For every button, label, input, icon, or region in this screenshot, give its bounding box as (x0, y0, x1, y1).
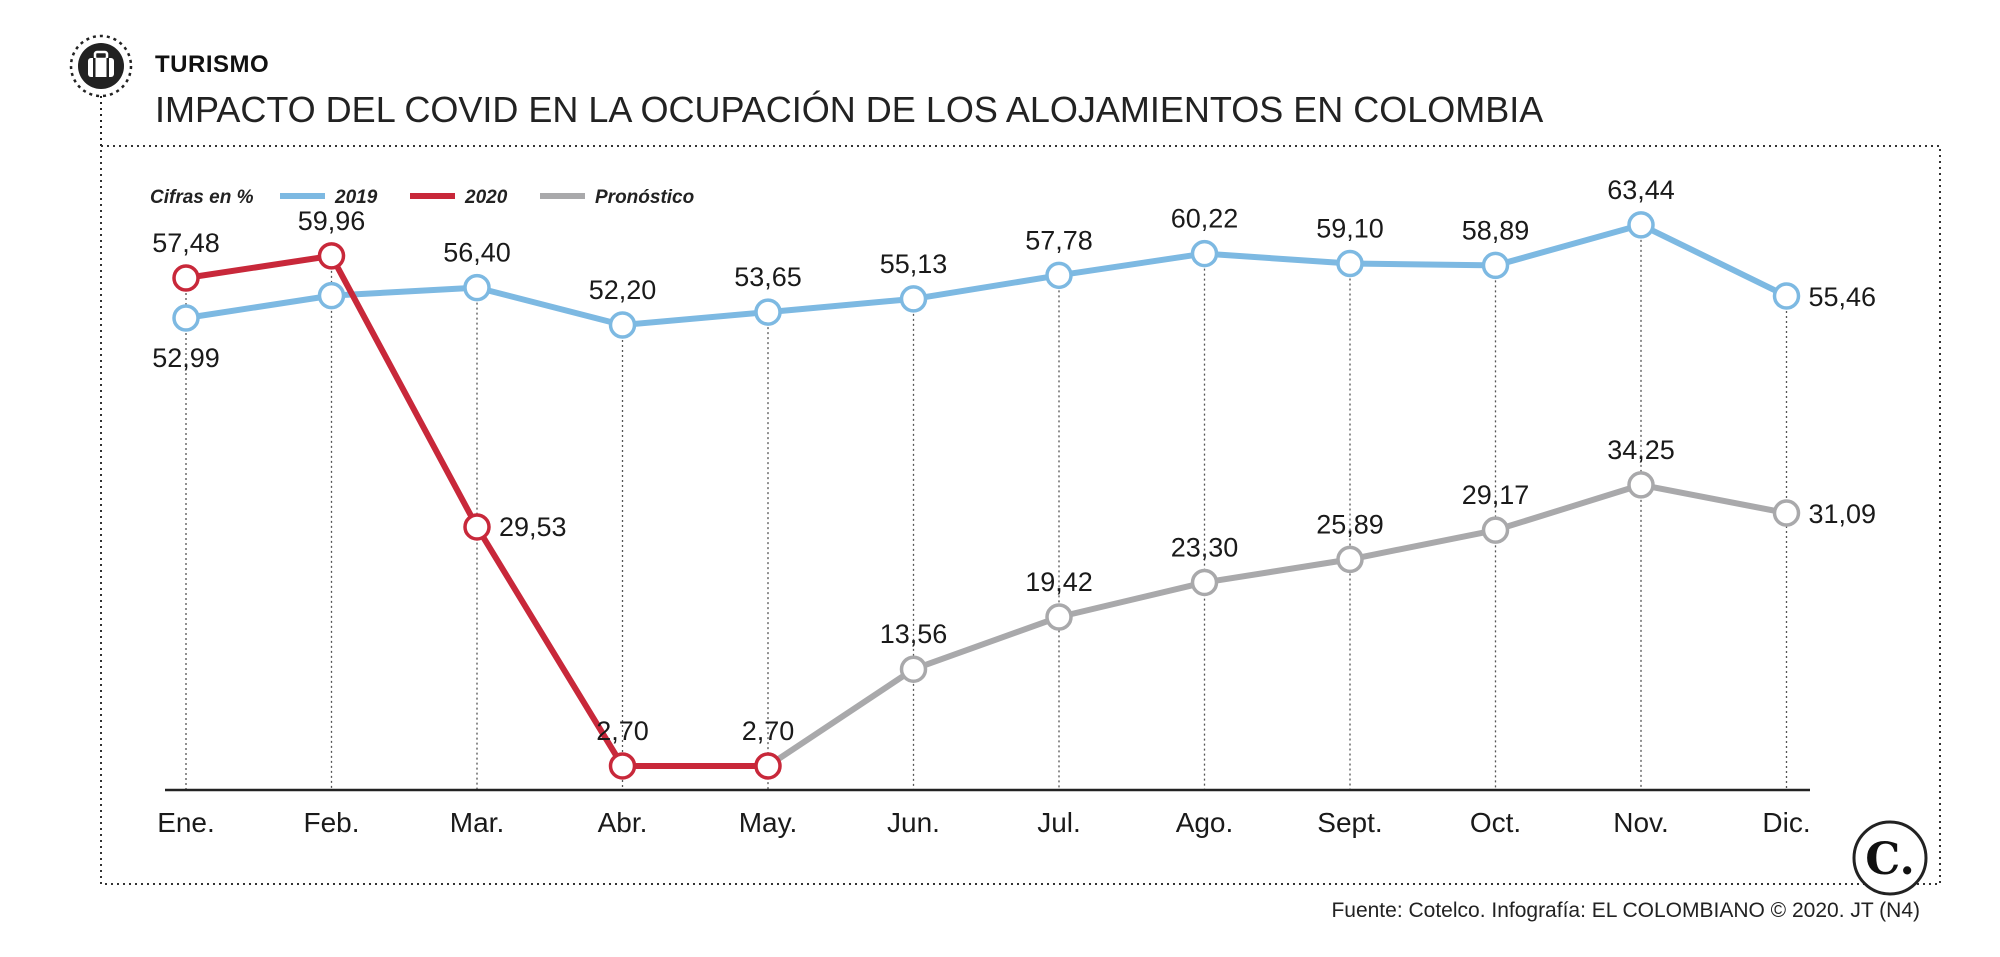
data-label-2019: 52,20 (589, 275, 657, 305)
series-points (172, 211, 1801, 780)
series-lines (185, 221, 1788, 769)
kicker: TURISMO (155, 51, 269, 78)
data-label-pronostico: 13,56 (880, 619, 948, 649)
data-labels: 52,99 56,40 52,20 53,65 55,13 57,78 60,22 59,10… (152, 175, 1876, 746)
point-2019 (1481, 251, 1510, 280)
x-tick-label: Jun. (887, 807, 940, 838)
point-2019 (754, 298, 782, 326)
data-label-2019: 58,89 (1462, 215, 1530, 245)
data-label-2019: 53,65 (734, 262, 802, 292)
grid (185, 224, 1788, 790)
data-label-2019: 57,78 (1025, 225, 1093, 255)
x-tick-label: May. (739, 807, 798, 838)
source-note: Fuente: Cotelco. Infografía: EL COLOMBIA… (1331, 899, 1920, 922)
x-tick-label: Jul. (1037, 807, 1081, 838)
data-label-pronostico: 19,42 (1025, 567, 1093, 597)
point-2019 (899, 285, 928, 313)
x-tick-label: Dic. (1762, 807, 1810, 838)
point-pronostico (899, 655, 928, 683)
data-label-2019: 60,22 (1171, 204, 1239, 234)
x-tick-labels: Ene. Feb. Mar. Abr. May. Jun. Jul. Ago. Sept. Oct… (157, 807, 1810, 838)
data-label-2019: 63,44 (1607, 175, 1675, 205)
data-label-2020: 57,48 (152, 228, 220, 258)
point-2020 (317, 242, 346, 270)
legend-label-2020: 2020 (464, 187, 508, 208)
point-2019 (1045, 261, 1073, 290)
data-label-pronostico: 25,89 (1316, 509, 1384, 539)
data-label-pronostico: 29,17 (1462, 480, 1530, 510)
x-tick-label: Mar. (450, 807, 504, 838)
data-label-2020: 2,70 (596, 716, 649, 746)
x-tick-label: Abr. (598, 807, 648, 838)
point-pronostico (1481, 516, 1510, 544)
point-2019 (608, 311, 637, 339)
data-label-2020: 59,96 (298, 206, 366, 236)
legend: Cifras en % 2019 2020 Pronóstico (150, 187, 694, 208)
point-2019 (1627, 211, 1655, 239)
point-2019 (317, 281, 346, 310)
page-title: IMPACTO DEL COVID EN LA OCUPACIÓN DE LOS… (155, 89, 1543, 130)
point-2019 (1772, 282, 1801, 310)
x-tick-label: Oct. (1470, 807, 1521, 838)
data-label-2020: 29,53 (499, 512, 567, 542)
data-label-2019: 55,13 (880, 249, 948, 279)
x-tick-label: Ago. (1176, 807, 1234, 838)
data-label-pronostico: 34,25 (1607, 435, 1675, 465)
point-2020 (463, 513, 491, 541)
series-line-pronostico (766, 481, 1788, 769)
point-pronostico (1627, 471, 1655, 499)
legend-unit-label: Cifras en % (150, 187, 254, 208)
x-tick-label: Feb. (303, 807, 359, 838)
legend-label-forecast: Pronóstico (595, 187, 694, 208)
point-pronostico (1045, 603, 1073, 631)
point-2019 (1336, 249, 1364, 278)
series-line-2019 (185, 221, 1788, 329)
chart-frame (100, 145, 1941, 885)
suitcase-icon (69, 34, 133, 98)
data-label-2020: 2,70 (742, 716, 795, 746)
point-pronostico (1772, 499, 1801, 527)
legend-label-2019: 2019 (334, 187, 378, 208)
el-colombiano-logo: C. (1852, 820, 1928, 896)
x-tick-label: Sept. (1317, 807, 1382, 838)
point-pronostico (1190, 568, 1219, 597)
logo-letter: C. (1865, 834, 1915, 885)
point-pronostico (1336, 545, 1364, 574)
point-2019 (463, 273, 491, 302)
data-label-2019: 55,46 (1809, 282, 1877, 312)
point-2020 (754, 752, 782, 780)
data-label-2019: 56,40 (443, 238, 511, 268)
data-label-2019: 52,99 (152, 343, 220, 373)
data-label-2019: 59,10 (1316, 214, 1384, 244)
data-label-pronostico: 23,30 (1171, 532, 1239, 562)
x-tick-label: Ene. (157, 807, 215, 838)
data-label-pronostico: 31,09 (1809, 499, 1877, 529)
point-2020 (608, 752, 637, 780)
point-2020 (172, 264, 200, 292)
point-2019 (172, 304, 200, 332)
point-2019 (1190, 239, 1219, 268)
x-tick-label: Nov. (1613, 807, 1669, 838)
